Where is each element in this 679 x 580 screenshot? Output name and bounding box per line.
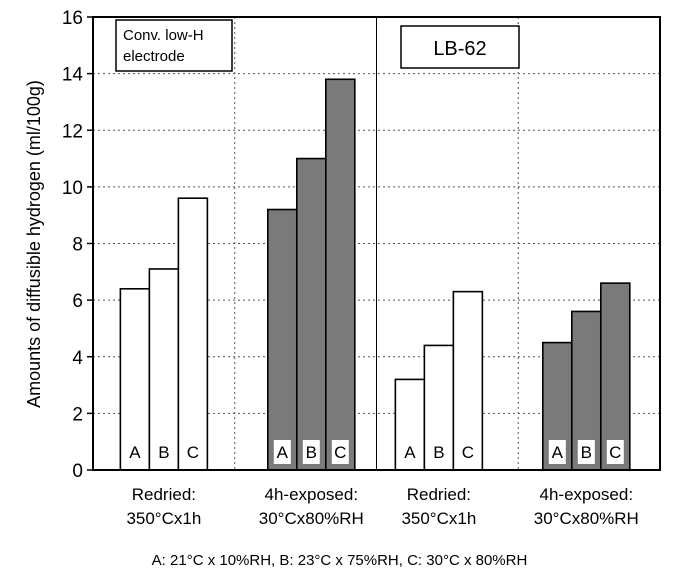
bar-letter: B <box>158 443 169 462</box>
grid <box>93 17 660 470</box>
panel-label-text: Conv. low-H <box>123 27 204 44</box>
bar <box>394 378 426 471</box>
bar-letter: C <box>187 443 199 462</box>
bar-letter: A <box>404 443 416 462</box>
bar-letter-bg <box>577 440 595 464</box>
bar-letter-bg <box>548 440 566 464</box>
y-tick-label: 16 <box>62 8 83 29</box>
bar <box>266 208 298 471</box>
bar-letter: B <box>306 443 317 462</box>
condition-footnote: A: 21°C x 10%RH, B: 23°C x 75%RH, C: 30°… <box>151 552 528 569</box>
bar-letter: C <box>609 443 621 462</box>
bar-letter-bg <box>273 440 291 464</box>
bar-letter-bg <box>606 440 624 464</box>
panel-label-text: electrode <box>123 48 185 65</box>
y-tick-label: 10 <box>62 178 83 199</box>
bar-letter: C <box>462 443 474 462</box>
bar-letter: A <box>552 443 564 462</box>
y-axis-ticks: 0 2 4 6 8 10 12 14 16 <box>62 8 93 482</box>
bar <box>177 197 209 471</box>
group-label: 30°Cx80%RH <box>259 509 364 528</box>
y-axis-label: Amounts of diffusible hydrogen (ml/100g) <box>24 80 44 408</box>
bar <box>452 290 484 471</box>
group-label: 4h-exposed: <box>265 485 359 504</box>
bar-letter: A <box>129 443 141 462</box>
bar <box>295 157 327 471</box>
panel-labels: Conv. low-H electrode LB-62 <box>115 19 520 72</box>
group-label: Redried: <box>132 485 196 504</box>
y-tick-label: 14 <box>62 65 84 86</box>
y-tick-label: 0 <box>72 461 83 482</box>
bar-letter-bg <box>331 440 349 464</box>
panel-label-box <box>400 25 520 69</box>
y-tick-label: 12 <box>62 121 83 142</box>
group-labels: Redried: 350°Cx1h 4h-exposed: 30°Cx80%RH Red… <box>126 485 638 528</box>
panel-label-box <box>115 19 233 72</box>
group-label: 30°Cx80%RH <box>534 509 639 528</box>
bar <box>324 78 356 471</box>
y-tick-label: 6 <box>72 291 83 312</box>
bar <box>423 344 455 471</box>
bar-letter: B <box>433 443 444 462</box>
bar-letter: B <box>581 443 592 462</box>
panel-label-text: LB-62 <box>433 38 486 60</box>
bar <box>599 282 631 471</box>
group-label: Redried: <box>407 485 471 504</box>
y-tick-label: 4 <box>72 348 83 369</box>
bar-letter: A <box>277 443 289 462</box>
group-label: 350°Cx1h <box>126 509 201 528</box>
group-label: 350°Cx1h <box>401 509 476 528</box>
bar-letter-bg <box>302 440 320 464</box>
group-label: 4h-exposed: <box>540 485 634 504</box>
bar <box>148 268 180 471</box>
bar-letter: C <box>334 443 346 462</box>
y-tick-label: 8 <box>72 235 83 256</box>
y-tick-label: 2 <box>72 404 83 425</box>
